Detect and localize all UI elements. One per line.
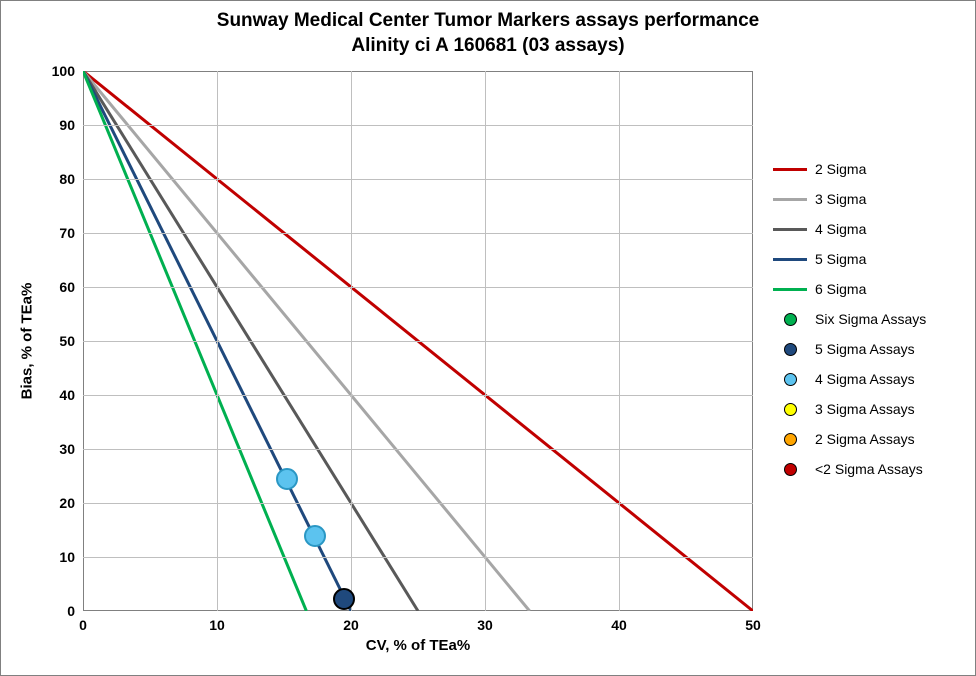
x-tick: 30	[477, 611, 493, 633]
title-line-2: Alinity ci A 160681 (03 assays)	[351, 35, 624, 56]
legend-point-item: Six Sigma Assays	[773, 311, 926, 327]
legend-line-item: 4 Sigma	[773, 221, 926, 237]
x-tick: 50	[745, 611, 761, 633]
legend-line-swatch	[773, 288, 807, 291]
chart-title: Sunway Medical Center Tumor Markers assa…	[1, 9, 975, 58]
grid-h	[83, 449, 753, 450]
y-tick: 40	[59, 387, 83, 403]
y-tick: 80	[59, 171, 83, 187]
legend-line-swatch	[773, 258, 807, 261]
legend-label: Six Sigma Assays	[815, 311, 926, 327]
y-tick: 10	[59, 549, 83, 565]
legend-label: 2 Sigma	[815, 161, 866, 177]
chart-container: Sunway Medical Center Tumor Markers assa…	[0, 0, 976, 676]
y-tick: 90	[59, 117, 83, 133]
legend-dot-swatch	[784, 343, 797, 356]
y-tick: 60	[59, 279, 83, 295]
legend-line-item: 2 Sigma	[773, 161, 926, 177]
grid-h	[83, 341, 753, 342]
y-tick: 50	[59, 333, 83, 349]
y-tick: 20	[59, 495, 83, 511]
legend-point-item: 2 Sigma Assays	[773, 431, 926, 447]
plot-area: 010203040500102030405060708090100 CV, % …	[83, 71, 753, 611]
legend-dot-swatch	[784, 463, 797, 476]
data-point	[304, 525, 326, 547]
grid-h	[83, 179, 753, 180]
legend-line-swatch	[773, 228, 807, 231]
legend-label: 3 Sigma	[815, 191, 866, 207]
legend-label: 2 Sigma Assays	[815, 431, 915, 447]
x-tick: 40	[611, 611, 627, 633]
legend-line-item: 5 Sigma	[773, 251, 926, 267]
x-axis-label: CV, % of TEa%	[83, 637, 753, 654]
legend-label: 4 Sigma	[815, 221, 866, 237]
data-point	[333, 588, 355, 610]
legend-dot-swatch	[784, 313, 797, 326]
grid-h	[83, 395, 753, 396]
legend-point-item: 3 Sigma Assays	[773, 401, 926, 417]
legend: 2 Sigma 3 Sigma 4 Sigma 5 Sigma 6 Sigma Six S…	[773, 161, 926, 491]
legend-dot-swatch	[784, 373, 797, 386]
y-tick: 0	[67, 603, 83, 619]
grid-h	[83, 557, 753, 558]
legend-dot-swatch	[784, 403, 797, 416]
legend-line-item: 3 Sigma	[773, 191, 926, 207]
legend-label: 5 Sigma Assays	[815, 341, 915, 357]
y-tick: 100	[52, 63, 83, 79]
legend-line-swatch	[773, 168, 807, 171]
legend-line-item: 6 Sigma	[773, 281, 926, 297]
grid-h	[83, 125, 753, 126]
legend-label: 5 Sigma	[815, 251, 866, 267]
y-axis-label: Bias, % of TEa%	[19, 283, 36, 400]
grid-h	[83, 287, 753, 288]
legend-point-item: <2 Sigma Assays	[773, 461, 926, 477]
x-tick: 10	[209, 611, 225, 633]
x-tick: 20	[343, 611, 359, 633]
legend-point-item: 4 Sigma Assays	[773, 371, 926, 387]
legend-label: 3 Sigma Assays	[815, 401, 915, 417]
legend-label: 4 Sigma Assays	[815, 371, 915, 387]
y-tick: 30	[59, 441, 83, 457]
legend-label: <2 Sigma Assays	[815, 461, 923, 477]
grid-h	[83, 233, 753, 234]
y-tick: 70	[59, 225, 83, 241]
legend-label: 6 Sigma	[815, 281, 866, 297]
legend-point-item: 5 Sigma Assays	[773, 341, 926, 357]
data-point	[276, 468, 298, 490]
title-line-1: Sunway Medical Center Tumor Markers assa…	[217, 10, 759, 31]
legend-dot-swatch	[784, 433, 797, 446]
legend-line-swatch	[773, 198, 807, 201]
grid-h	[83, 503, 753, 504]
